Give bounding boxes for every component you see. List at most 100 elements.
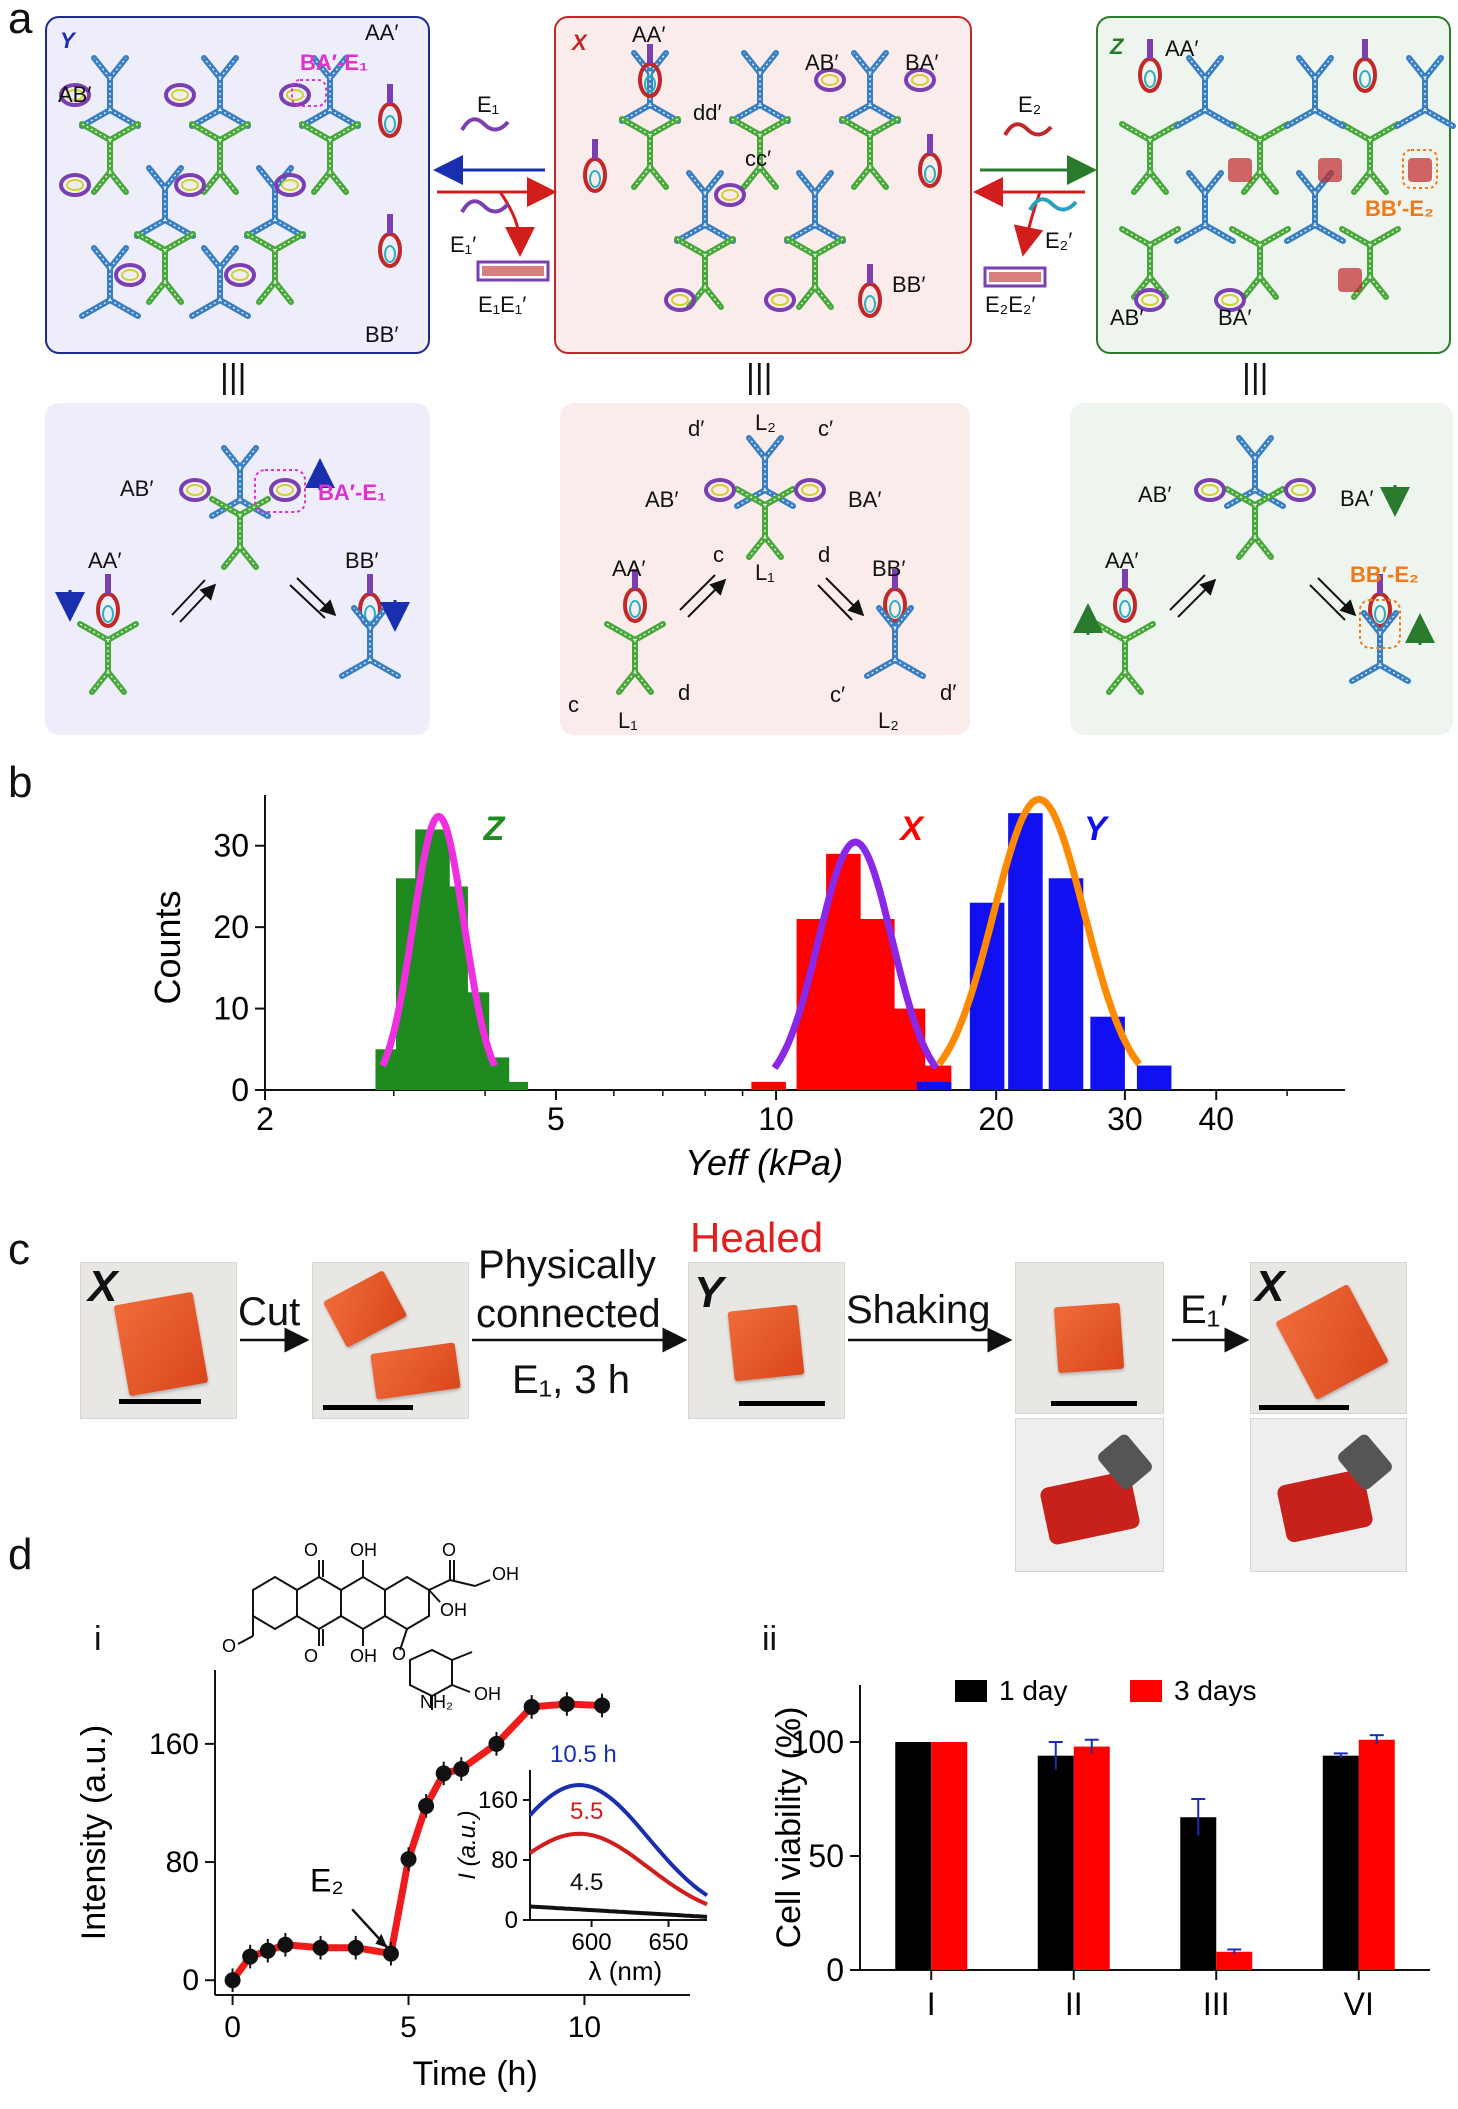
data-point xyxy=(453,1760,470,1777)
photo-vial-restored xyxy=(1250,1418,1407,1572)
x-ba-label: BA′ xyxy=(905,50,939,75)
y-tick-label: 10 xyxy=(213,991,249,1027)
photo-x-restored-gel xyxy=(1250,1262,1407,1414)
photo-x-gel xyxy=(80,1262,237,1419)
bar-1day xyxy=(1037,1755,1074,1970)
mol-o2-label: O xyxy=(304,1646,318,1666)
x-tick-label: 30 xyxy=(1107,1101,1143,1137)
histogram-bar-X xyxy=(860,919,895,1090)
y-tick-label: 20 xyxy=(213,909,249,945)
data-point xyxy=(523,1698,540,1715)
ux-ba-label: BA′ xyxy=(848,487,882,512)
uy-aa-label: AA′ xyxy=(88,548,122,573)
legend-swatch xyxy=(955,1680,987,1702)
c-cut-label: Cut xyxy=(238,1290,301,1334)
ux-l2-right: L₂ xyxy=(878,708,899,733)
scale-bar xyxy=(1051,1401,1137,1406)
y-tick-label: 80 xyxy=(166,1846,199,1879)
inset-y-tick-label: 80 xyxy=(491,1847,518,1874)
c-x-restored-tag: X xyxy=(1255,1262,1285,1311)
ux-bb-label: BB′ xyxy=(872,556,906,581)
uz-ab-label: AB′ xyxy=(1138,482,1172,507)
legend-label: 1 day xyxy=(999,1675,1068,1706)
data-point xyxy=(400,1851,417,1868)
data-point xyxy=(488,1735,505,1752)
c-e1p-label: E₁′ xyxy=(1180,1288,1228,1332)
data-point xyxy=(347,1939,364,1956)
panel-c-arrows xyxy=(240,1327,1250,1353)
doxorubicin-structure: O OH O OH O O OH OH O OH NH₂ xyxy=(222,1540,519,1710)
panel-letter-a: a xyxy=(8,0,33,43)
bar-3days xyxy=(1216,1951,1253,1970)
bar-1day xyxy=(1180,1817,1217,1970)
y-tick-label: 160 xyxy=(149,1728,199,1761)
y-tick-label: 0 xyxy=(231,1072,249,1108)
x-tick-label: 20 xyxy=(978,1101,1014,1137)
c-y-tag: Y xyxy=(694,1268,724,1317)
c-shaking-label: Shaking xyxy=(846,1288,991,1332)
y-tick-label: 0 xyxy=(182,1964,199,1997)
y-tick-label: 0 xyxy=(826,1952,844,1988)
fit-curve-X xyxy=(771,838,940,1071)
x-tick-label: 2 xyxy=(256,1101,274,1137)
inset-x-axis-label: λ (nm) xyxy=(589,1956,663,1986)
ux-cprime-right: c′ xyxy=(830,682,846,707)
e2e2p-label: E₂E₂′ xyxy=(985,292,1036,317)
e2-annotation: E₂ xyxy=(310,1863,344,1899)
bar-3days xyxy=(931,1742,968,1970)
y-axis-label: Counts xyxy=(147,890,188,1004)
x-ab-label: AB′ xyxy=(805,50,839,75)
uz-aa-label: AA′ xyxy=(1105,548,1139,573)
e1-label: E₁ xyxy=(477,92,500,117)
inset-y-tick-label: 160 xyxy=(478,1787,518,1814)
c-physically-label: Physically xyxy=(478,1243,656,1287)
ux-c-left: c xyxy=(568,692,579,717)
ux-d-label: d xyxy=(818,542,831,567)
data-point xyxy=(382,1945,399,1962)
x-tick-label: III xyxy=(1203,1986,1230,2022)
scale-bar xyxy=(1259,1405,1349,1410)
equiv-x: ||| xyxy=(746,358,773,396)
panel-letter-b: b xyxy=(8,758,33,807)
e2p-label: E₂′ xyxy=(1045,228,1073,253)
scale-bar xyxy=(119,1399,201,1404)
inset-curve xyxy=(528,1831,708,1907)
x-cc-label: cc′ xyxy=(745,146,772,171)
ux-cprime-label: c′ xyxy=(818,416,834,441)
data-point xyxy=(558,1695,575,1712)
legend-label: 3 days xyxy=(1174,1675,1257,1706)
mol-oh1-label: OH xyxy=(350,1540,377,1560)
c-connected-label: connected xyxy=(476,1292,661,1336)
ux-l1-left: L₁ xyxy=(618,708,638,733)
network-y-tag: Y xyxy=(60,28,75,53)
inset-x-tick-label: 600 xyxy=(572,1929,612,1956)
c-healed-label: Healed xyxy=(690,1214,824,1261)
ux-c-label: c xyxy=(713,542,724,567)
data-point xyxy=(277,1936,294,1953)
fit-curve-Y xyxy=(936,795,1142,1067)
network-z-lattice xyxy=(1122,39,1453,312)
ux-dprime-right: d′ xyxy=(940,680,957,705)
ux-l1-label: L₁ xyxy=(755,560,775,585)
x-tick-label: VI xyxy=(1344,1986,1374,2022)
network-x-tag: X xyxy=(572,30,587,55)
inset-curve-label: 10.5 h xyxy=(550,1741,617,1768)
c-e1-3h-label: E₁, 3 h xyxy=(512,1358,631,1402)
z-bb-e2-label: BB′-E₂ xyxy=(1365,196,1434,221)
y-bb-label: BB′ xyxy=(365,322,399,347)
panel-d-i-label: i xyxy=(94,1620,102,1658)
z-aa-label: AA′ xyxy=(1165,36,1199,61)
y-tick-label: 100 xyxy=(791,1724,844,1760)
series-label-Y: Y xyxy=(1084,810,1110,848)
mol-oh4-label: OH xyxy=(440,1600,467,1620)
histogram-bar-Y xyxy=(1136,1065,1172,1090)
network-y-lattice xyxy=(59,58,400,316)
histogram-bar-Y xyxy=(1048,878,1084,1090)
z-ba-label: BA′ xyxy=(1218,305,1252,330)
ux-dprime-label: d′ xyxy=(688,416,705,441)
inset-x-tick-label: 650 xyxy=(648,1929,688,1956)
uy-ba-e1-label: BA′-E₁ xyxy=(318,480,387,505)
x-tick-label: II xyxy=(1065,1986,1083,2022)
x-axis-label: Yeff (kPa) xyxy=(685,1142,843,1183)
network-z-tag: Z xyxy=(1110,34,1124,59)
